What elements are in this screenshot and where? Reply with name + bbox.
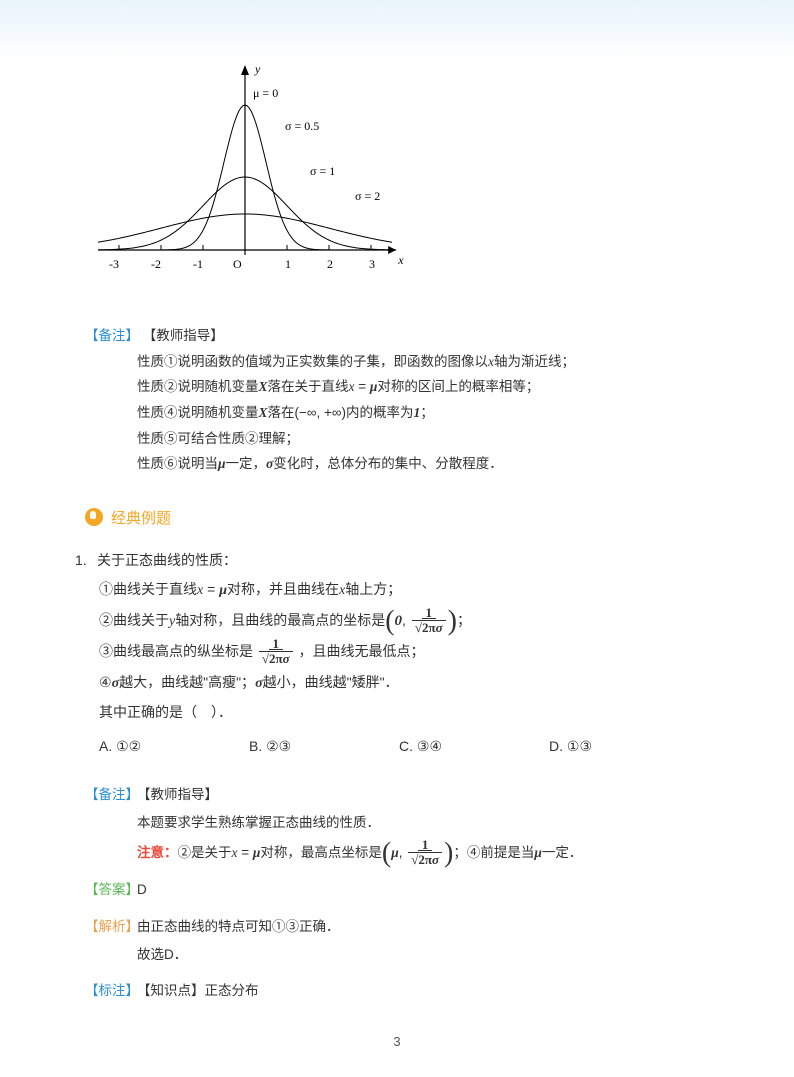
answer-text: D: [137, 876, 709, 904]
biaozhu-label: 【标注】: [85, 983, 139, 998]
svg-text:O: O: [233, 257, 242, 271]
option-b: B. ②③: [249, 732, 399, 761]
option-d: D. ①③: [549, 732, 699, 761]
svg-text:-3: -3: [109, 257, 119, 271]
jiexi-label: 【解析】: [85, 919, 139, 934]
svg-text:x: x: [397, 253, 404, 267]
statement-3: ③曲线最高点的纵坐标是 1√2πσ ，且曲线无最低点；: [75, 637, 719, 668]
statement-1: ①曲线关于直线x = μ对称，并且曲线在x轴上方；: [75, 575, 719, 605]
solution-block: 【备注】 【教师指导】 本题要求学生熟练掌握正态曲线的性质． 注意：②是关于x …: [85, 781, 709, 1006]
problem-number: 1.: [75, 546, 97, 575]
svg-text:σ = 0.5: σ = 0.5: [285, 119, 319, 133]
beizhu-head: 【教师指导】: [143, 328, 224, 343]
beizhu2-head: 【教师指导】: [137, 781, 709, 809]
beizhu-line: 性质④说明随机变量X落在(−∞, +∞)内的概率为1；: [85, 400, 709, 426]
normal-curves-chart: y x -3 -2 -1 O 1 2 3 σ = 0.5 σ = 1 σ = 2 μ = 0: [95, 55, 719, 293]
problem-1: 1.关于正态曲线的性质： ①曲线关于直线x = μ对称，并且曲线在x轴上方； ②…: [75, 546, 719, 761]
jiexi-line: 故选D．: [137, 941, 709, 969]
page-content: y x -3 -2 -1 O 1 2 3 σ = 0.5 σ = 1 σ = 2 μ = 0 【备注】 …: [0, 0, 794, 1054]
statement-2: ②曲线关于y轴对称，且曲线的最高点的坐标是(0, 1√2πσ)；: [75, 606, 719, 638]
svg-text:1: 1: [285, 257, 291, 271]
svg-text:3: 3: [369, 257, 375, 271]
problem-stem: 关于正态曲线的性质：: [97, 552, 237, 568]
biaozhu-text: 【知识点】正态分布: [137, 977, 709, 1005]
answer-label: 【答案】: [85, 882, 139, 897]
beizhu-line: 性质②说明随机变量X落在关于直线x = μ对称的区间上的概率相等；: [85, 374, 709, 400]
beizhu-label: 【备注】: [85, 328, 139, 343]
svg-text:σ = 2: σ = 2: [355, 189, 380, 203]
beizhu-line: 性质①说明函数的值域为正实数集的子集，即函数的图像以x轴为渐近线；: [85, 349, 709, 375]
bulb-icon: [85, 508, 103, 526]
statement-4: ④σ越大，曲线越"高瘦"；σ越小，曲线越"矮胖"．: [75, 668, 719, 698]
beizhu-line: 性质⑥说明当μ一定，σ变化时，总体分布的集中、分散程度．: [85, 451, 709, 477]
jiexi-line: 由正态曲线的特点可知①③正确．: [137, 913, 709, 941]
chart-svg: y x -3 -2 -1 O 1 2 3 σ = 0.5 σ = 1 σ = 2 μ = 0: [95, 55, 435, 290]
option-a: A. ①②: [99, 732, 249, 761]
svg-text:-1: -1: [193, 257, 203, 271]
beizhu2-line: 注意：②是关于x = μ对称，最高点坐标是(μ, 1√2πσ)；④前提是当μ一定…: [137, 838, 709, 869]
beizhu2-line: 本题要求学生熟练掌握正态曲线的性质．: [137, 809, 709, 837]
statement-prompt: 其中正确的是（ ）．: [75, 698, 719, 727]
svg-text:σ = 1: σ = 1: [310, 164, 335, 178]
svg-text:y: y: [254, 62, 261, 76]
section-title: 经典例题: [111, 507, 171, 528]
zhuyi-label: 注意：: [137, 844, 178, 859]
page-number: 3: [0, 1034, 794, 1049]
beizhu-line: 性质⑤可结合性质②理解；: [85, 426, 709, 452]
options-row: A. ①② B. ②③ C. ③④ D. ①③: [75, 732, 719, 761]
beizhu-label: 【备注】: [85, 787, 139, 802]
option-c: C. ③④: [399, 732, 549, 761]
svg-text:-2: -2: [151, 257, 161, 271]
beizhu-block-1: 【备注】 【教师指导】 性质①说明函数的值域为正实数集的子集，即函数的图像以x轴…: [85, 323, 709, 477]
section-header: 经典例题: [85, 507, 719, 528]
svg-text:μ = 0: μ = 0: [253, 86, 278, 100]
svg-text:2: 2: [327, 257, 333, 271]
